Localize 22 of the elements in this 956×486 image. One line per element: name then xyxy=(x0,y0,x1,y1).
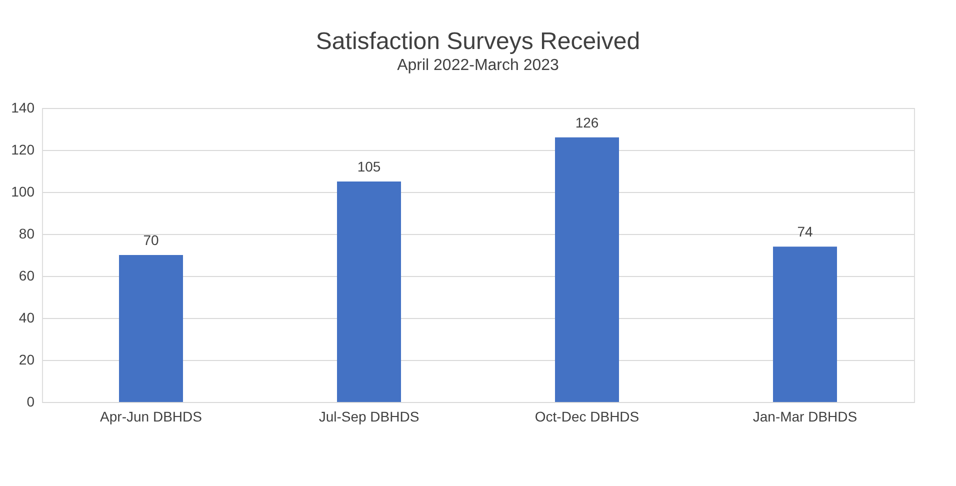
y-tick-label: 120 xyxy=(11,142,35,158)
x-tick-label: Jan-Mar DBHDS xyxy=(752,408,858,424)
data-label: 105 xyxy=(357,158,381,174)
bar xyxy=(773,246,837,402)
x-tick-label: Jul-Sep DBHDS xyxy=(318,408,420,424)
chart-subtitle: April 2022-March 2023 xyxy=(397,57,560,74)
data-label: 126 xyxy=(575,114,599,130)
y-tick-label: 140 xyxy=(11,100,35,116)
y-tick-label: 40 xyxy=(18,310,35,326)
y-tick-label: 100 xyxy=(11,184,35,200)
y-tick-label: 80 xyxy=(18,226,35,242)
data-label: 74 xyxy=(797,224,813,240)
data-label: 70 xyxy=(143,232,159,248)
y-tick-label: 0 xyxy=(26,394,35,410)
y-tick-label: 20 xyxy=(18,352,35,368)
x-tick-label: Oct-Dec DBHDS xyxy=(534,408,640,424)
bar xyxy=(555,137,619,402)
chart-title: Satisfaction Surveys Received xyxy=(316,28,640,55)
y-tick-label: 60 xyxy=(18,268,35,284)
x-tick-label: Apr-Jun DBHDS xyxy=(100,408,202,424)
bar xyxy=(337,182,401,402)
bar xyxy=(119,255,183,402)
